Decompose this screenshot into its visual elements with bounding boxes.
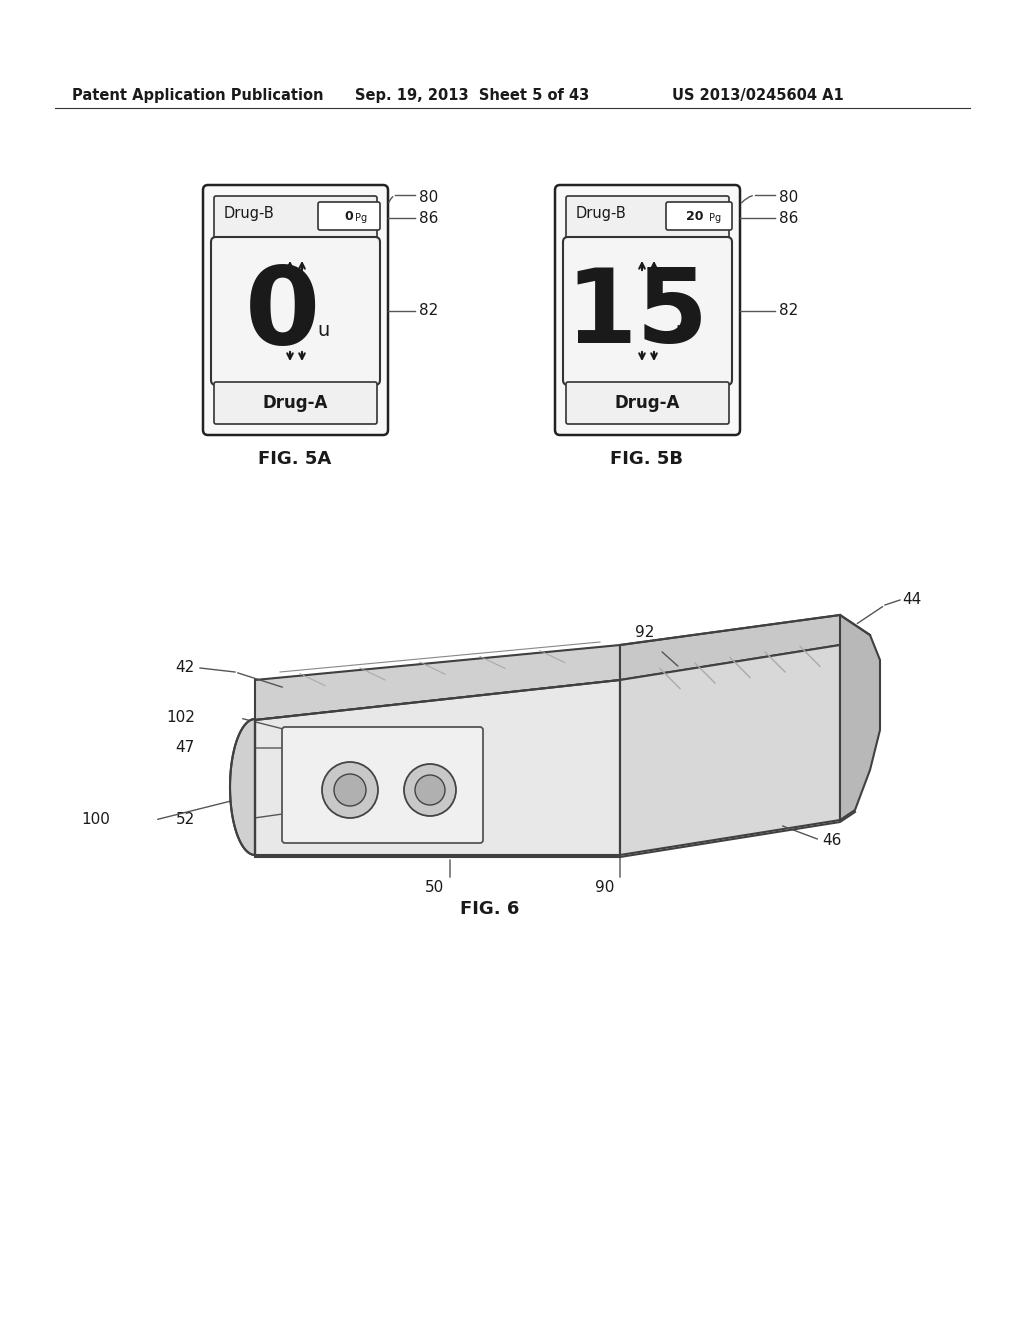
Polygon shape	[620, 645, 840, 855]
Text: u: u	[317, 322, 330, 341]
Text: Pg: Pg	[355, 213, 368, 223]
FancyBboxPatch shape	[282, 727, 483, 843]
Text: 42: 42	[176, 660, 195, 675]
Text: 86: 86	[419, 211, 438, 226]
Circle shape	[404, 764, 456, 816]
Polygon shape	[255, 645, 620, 719]
Text: 92: 92	[635, 624, 654, 640]
FancyBboxPatch shape	[214, 381, 377, 424]
Text: FIG. 5B: FIG. 5B	[610, 450, 683, 469]
Text: 86: 86	[779, 211, 799, 226]
Polygon shape	[255, 680, 620, 855]
Text: u: u	[675, 322, 687, 341]
Text: 46: 46	[822, 833, 842, 847]
Text: US 2013/0245604 A1: US 2013/0245604 A1	[672, 88, 844, 103]
Text: 102: 102	[166, 710, 195, 725]
Text: 50: 50	[425, 880, 444, 895]
Text: 0: 0	[246, 261, 321, 367]
FancyBboxPatch shape	[318, 202, 380, 230]
Polygon shape	[620, 615, 870, 680]
Text: 52: 52	[176, 812, 195, 828]
Circle shape	[415, 775, 445, 805]
Text: Sep. 19, 2013  Sheet 5 of 43: Sep. 19, 2013 Sheet 5 of 43	[355, 88, 589, 103]
Text: Drug-A: Drug-A	[614, 393, 680, 412]
Text: Pg: Pg	[709, 213, 721, 223]
Polygon shape	[230, 719, 255, 855]
FancyBboxPatch shape	[214, 195, 377, 240]
Circle shape	[322, 762, 378, 818]
Polygon shape	[840, 615, 880, 820]
Text: FIG. 5A: FIG. 5A	[258, 450, 332, 469]
Text: Drug-B: Drug-B	[224, 206, 274, 220]
FancyBboxPatch shape	[566, 195, 729, 240]
Text: Drug-A: Drug-A	[262, 393, 328, 412]
Text: 80: 80	[779, 190, 799, 205]
Text: 90: 90	[595, 880, 614, 895]
Text: 80: 80	[419, 190, 438, 205]
FancyBboxPatch shape	[563, 238, 732, 385]
Text: 82: 82	[779, 304, 799, 318]
Text: 82: 82	[419, 304, 438, 318]
Text: 0: 0	[345, 210, 353, 223]
FancyBboxPatch shape	[203, 185, 388, 436]
Text: 47: 47	[176, 741, 195, 755]
Text: 44: 44	[902, 591, 922, 607]
FancyBboxPatch shape	[566, 381, 729, 424]
Text: Drug-B: Drug-B	[575, 206, 627, 220]
Text: 100: 100	[81, 812, 110, 828]
FancyBboxPatch shape	[555, 185, 740, 436]
FancyBboxPatch shape	[666, 202, 732, 230]
FancyBboxPatch shape	[211, 238, 380, 385]
Text: FIG. 6: FIG. 6	[461, 900, 520, 917]
Text: Patent Application Publication: Patent Application Publication	[72, 88, 324, 103]
Text: 20: 20	[686, 210, 703, 223]
Text: 15: 15	[565, 264, 709, 364]
Circle shape	[334, 774, 366, 807]
